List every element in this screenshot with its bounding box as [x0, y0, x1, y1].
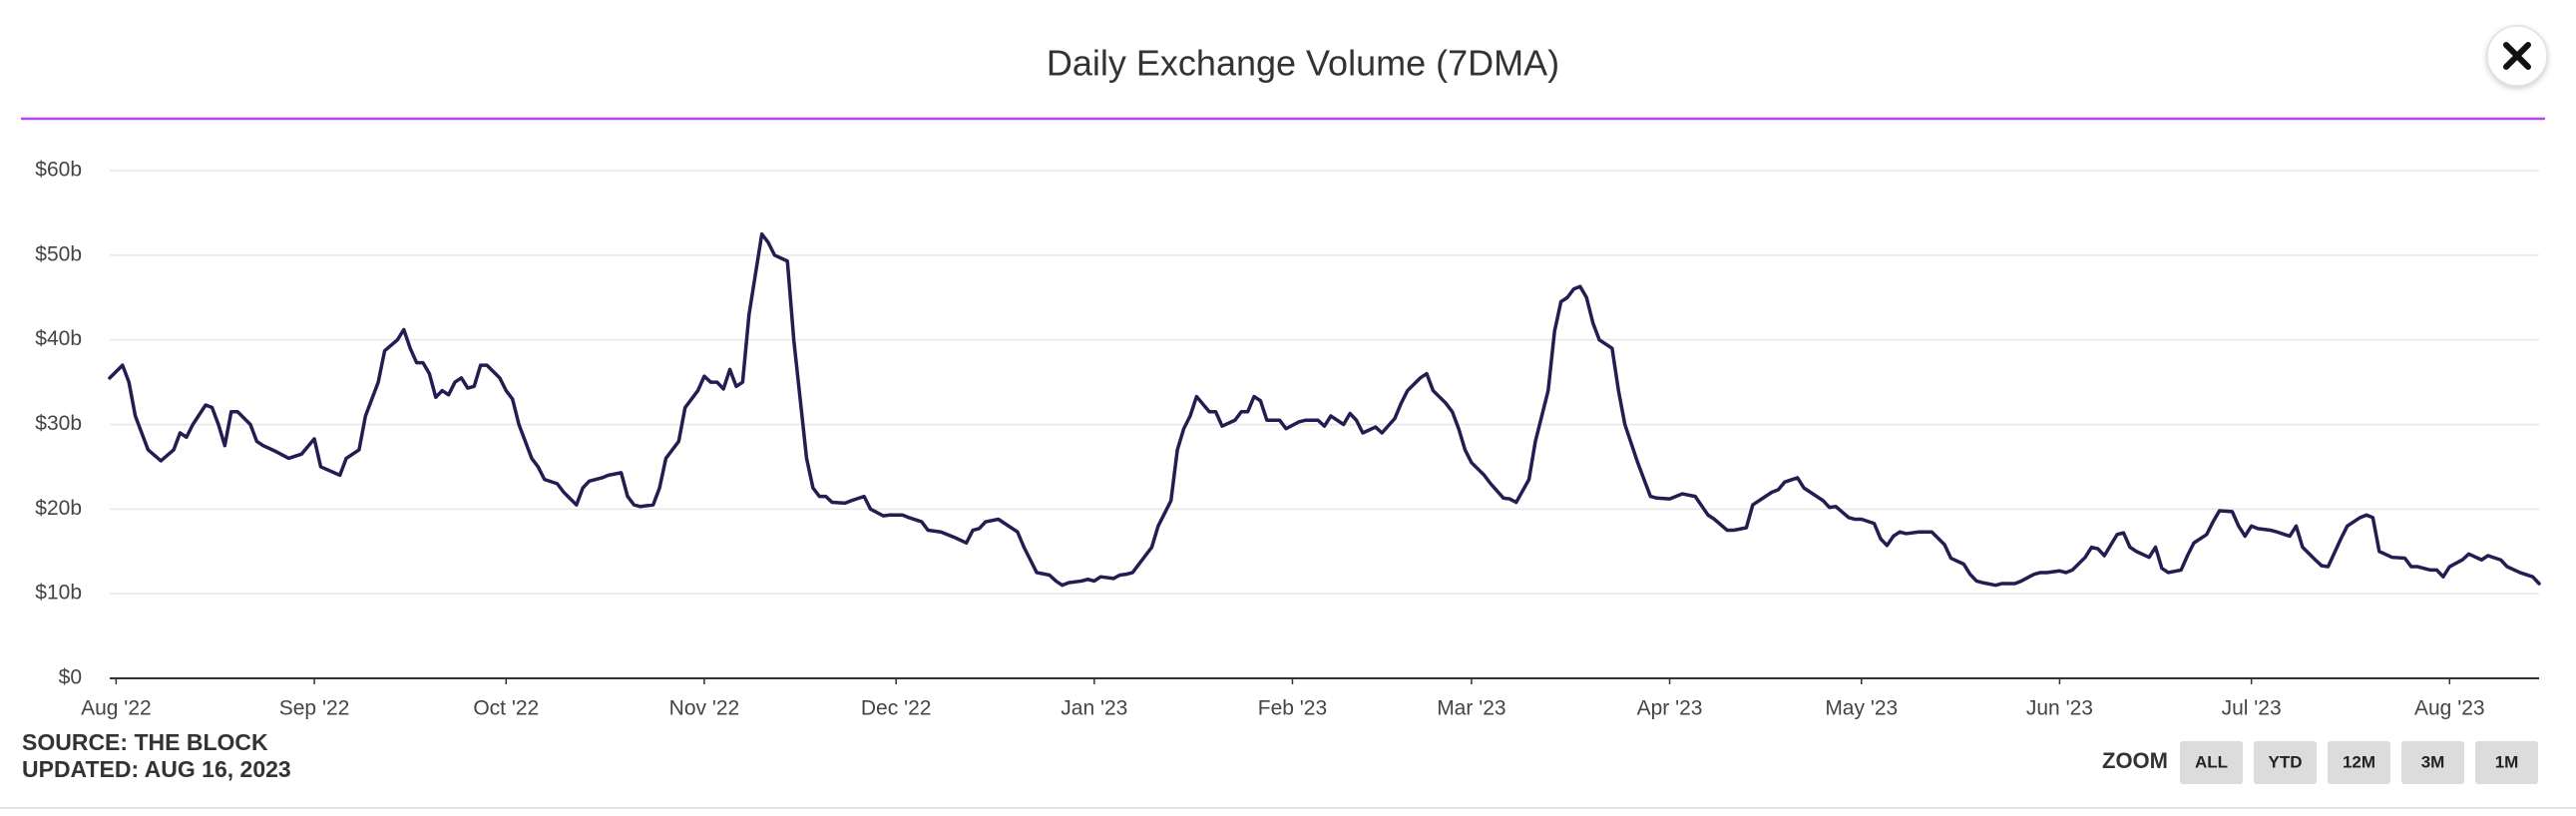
zoom-label: ZOOM — [2102, 748, 2168, 773]
zoom-button[interactable]: ALL — [2180, 741, 2243, 784]
zoom-button-label[interactable]: 12M — [2343, 752, 2375, 771]
close-icon[interactable] — [2503, 42, 2531, 70]
x-tick-label: Dec '22 — [861, 697, 932, 720]
y-tick-label: $0 — [59, 666, 82, 689]
close-button[interactable] — [2486, 25, 2548, 87]
x-tick-label: Jan '23 — [1061, 697, 1127, 720]
x-tick-label: Jul '23 — [2222, 697, 2282, 720]
zoom-button-bg[interactable] — [2328, 741, 2390, 784]
zoom-button-bg[interactable] — [2254, 741, 2317, 784]
zoom-button-bg[interactable] — [2401, 741, 2464, 784]
x-tick-label: Aug '22 — [81, 697, 152, 720]
x-tick-label: May '23 — [1825, 697, 1898, 720]
zoom-button-label[interactable]: ALL — [2195, 752, 2228, 771]
line-series — [108, 231, 2541, 588]
zoom-button[interactable]: YTD — [2254, 741, 2317, 784]
zoom-button-label[interactable]: 3M — [2421, 752, 2445, 771]
zoom-button[interactable]: 12M — [2328, 741, 2390, 784]
x-tick-label: Aug '23 — [2414, 697, 2485, 720]
x-tick-label: Jun '23 — [2026, 697, 2093, 720]
zoom-button-label[interactable]: 1M — [2495, 752, 2519, 771]
x-tick-label: Apr '23 — [1637, 697, 1703, 720]
zoom-button[interactable]: 1M — [2475, 741, 2538, 784]
y-tick-label: $10b — [35, 582, 82, 605]
y-tick-label: $30b — [35, 412, 82, 435]
x-tick-label: Feb '23 — [1258, 697, 1327, 720]
source-note: SOURCE: THE BLOCK — [22, 729, 268, 755]
zoom-button-label[interactable]: YTD — [2269, 752, 2303, 771]
y-tick-label: $20b — [35, 497, 82, 520]
x-tick-label: Nov '22 — [669, 697, 740, 720]
x-tick-label: Mar '23 — [1437, 697, 1505, 720]
updated-note: UPDATED: AUG 16, 2023 — [22, 756, 291, 782]
x-tick-label: Oct '22 — [473, 697, 539, 720]
zoom-button[interactable]: 3M — [2401, 741, 2464, 784]
y-tick-label: $60b — [35, 159, 82, 182]
y-tick-label: $50b — [35, 242, 82, 265]
zoom-button-bg[interactable] — [2180, 741, 2243, 784]
x-tick-label: Sep '22 — [279, 697, 350, 720]
chart-title: Daily Exchange Volume (7DMA) — [1047, 43, 1559, 84]
zoom-button-bg[interactable] — [2475, 741, 2538, 784]
y-tick-label: $40b — [35, 327, 82, 350]
